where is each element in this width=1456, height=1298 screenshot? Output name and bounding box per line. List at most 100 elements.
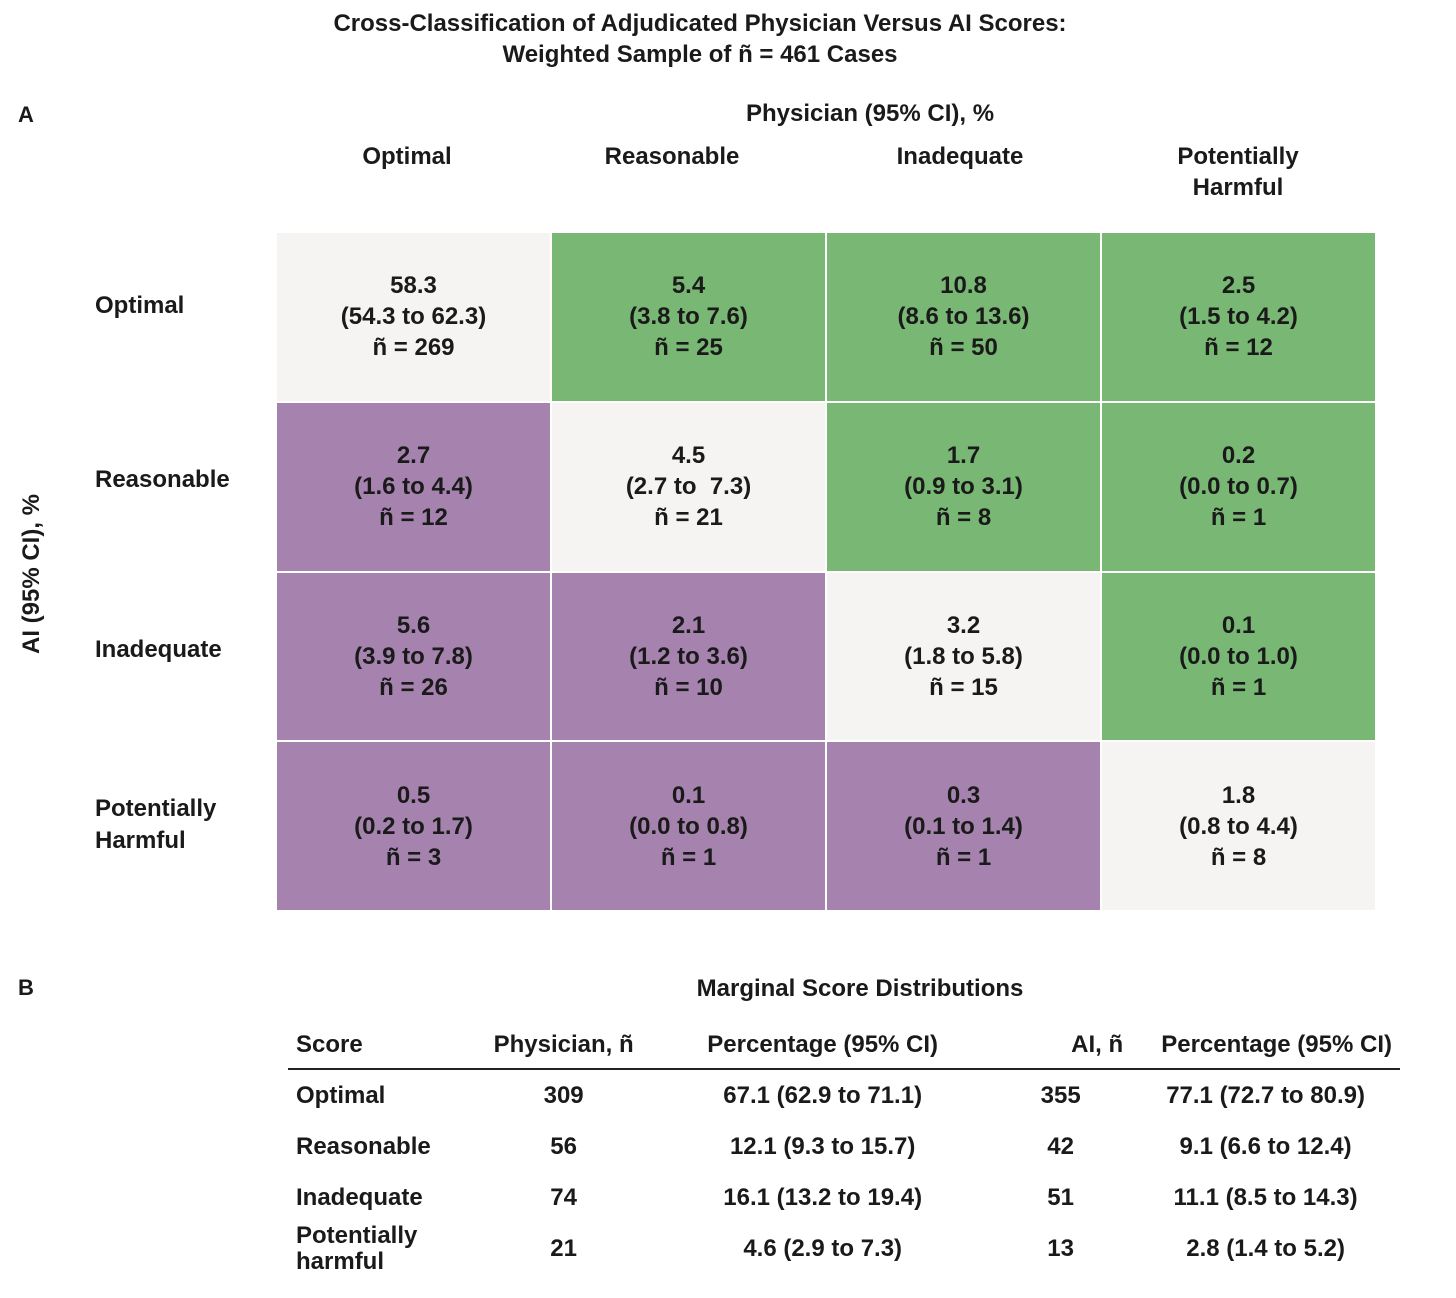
cell-n-label: ñ = 1 (1210, 504, 1267, 532)
row-ai-n: 51 (1047, 1183, 1074, 1211)
heatmap-cell: 0.5 (0.2 to 1.7) ñ = 3 (277, 742, 552, 912)
heatmap-cell: 1.8 (0.8 to 4.4) ñ = 8 (1102, 742, 1377, 912)
cell-pct-label: 0.5 (396, 781, 431, 809)
row-score: Inadequate (296, 1183, 423, 1211)
x-axis-title: Physician (95% CI), % (745, 100, 995, 127)
panel-b-letter: B (18, 975, 34, 1000)
marginal-table-title: Marginal Score Distributions (696, 975, 1024, 1002)
cell-pct-label: 5.4 (671, 272, 706, 300)
cell-pct-label: 3.2 (946, 611, 981, 639)
row-ai-pct: 2.8 (1.4 to 5.2) (1186, 1235, 1345, 1262)
heatmap-cell: 2.5 (1.5 to 4.2) ñ = 12 (1102, 233, 1377, 403)
row-ai-n: 13 (1047, 1235, 1074, 1262)
y-axis-title: AI (95% CI), % (18, 493, 45, 655)
figure-title-line2: Weighted Sample of ñ = 461 Cases (502, 41, 898, 68)
row-physician-n: 56 (550, 1132, 577, 1160)
cell-n-label: ñ = 21 (654, 504, 723, 532)
row-ai-n: 42 (1047, 1132, 1074, 1160)
cell-ci-label: (0.0 to 1.0) (1179, 642, 1298, 670)
col-header-optimal: Optimal (362, 143, 452, 170)
cell-ci-label: (2.7 to 7.3) (625, 473, 752, 501)
header-physician-pct: Percentage (95% CI) (655, 1022, 991, 1070)
panel-a-letter: A (18, 102, 34, 127)
figure-title-line1: Cross-Classification of Adjudicated Phys… (333, 10, 1067, 37)
cell-ci-label: (1.6 to 4.4) (354, 473, 473, 501)
cell-n-label: ñ = 15 (929, 673, 998, 701)
cell-pct-label: 2.5 (1221, 272, 1256, 300)
table-row: Potentially harmful 21 4.6 (2.9 to 7.3) … (288, 1223, 1400, 1275)
row-ai-n: 355 (1040, 1081, 1081, 1109)
cell-ci-label: (0.0 to 0.7) (1179, 473, 1298, 501)
header-ai-n: AI, ñ (990, 1022, 1132, 1070)
row-header-inadequate: Inadequate (95, 636, 222, 663)
cell-pct-label: 0.1 (671, 781, 706, 809)
cell-n-label: ñ = 10 (654, 673, 723, 701)
cell-pct-label: 0.2 (1221, 442, 1256, 470)
cell-n-label: ñ = 1 (1210, 673, 1267, 701)
col-header-potentially-harmful: Potentially Harmful (1177, 143, 1299, 201)
cell-ci-label: (8.6 to 13.6) (897, 303, 1030, 331)
cell-ci-label: (0.8 to 4.4) (1179, 812, 1298, 840)
row-header-reasonable: Reasonable (95, 466, 230, 493)
table-row: Inadequate 74 16.1 (13.2 to 19.4) 51 11.… (288, 1172, 1400, 1223)
cell-pct-label: 2.1 (671, 611, 706, 639)
row-ai-pct: 9.1 (6.6 to 12.4) (1179, 1132, 1352, 1160)
cell-n-label: ñ = 26 (379, 673, 448, 701)
marginal-distribution-table: Score Physician, ñ Percentage (95% CI) A… (288, 1022, 1400, 1275)
cell-ci-label: (1.8 to 5.8) (904, 642, 1023, 670)
cell-pct-label: 4.5 (671, 442, 706, 470)
cell-ci-label: (3.9 to 7.8) (354, 642, 473, 670)
cell-ci-label: (54.3 to 62.3) (340, 303, 487, 331)
row-score: Potentially harmful (296, 1222, 418, 1275)
cell-pct-label: 0.3 (946, 781, 981, 809)
header-score: Score (288, 1022, 473, 1070)
cell-ci-label: (0.9 to 3.1) (904, 473, 1023, 501)
heatmap-cell: 0.3 (0.1 to 1.4) ñ = 1 (827, 742, 1102, 912)
cell-n-label: ñ = 8 (935, 504, 992, 532)
heatmap-cell: 5.4 (3.8 to 7.6) ñ = 25 (552, 233, 827, 403)
cell-n-label: ñ = 1 (935, 843, 992, 871)
cell-n-label: ñ = 25 (654, 334, 723, 362)
header-ai-pct: Percentage (95% CI) (1131, 1022, 1400, 1070)
cell-pct-label: 1.8 (1221, 781, 1256, 809)
row-ai-pct: 77.1 (72.7 to 80.9) (1166, 1081, 1365, 1109)
row-ai-pct: 11.1 (8.5 to 14.3) (1173, 1183, 1358, 1211)
heatmap-cell: 0.1 (0.0 to 0.8) ñ = 1 (552, 742, 827, 912)
row-physician-pct: 67.1 (62.9 to 71.1) (723, 1081, 923, 1109)
cell-pct-label: 0.1 (1221, 611, 1256, 639)
cell-n-label: ñ = 3 (385, 843, 442, 871)
header-physician-n: Physician, ñ (472, 1022, 656, 1070)
row-physician-n: 21 (550, 1235, 577, 1262)
table-row: Reasonable 56 12.1 (9.3 to 15.7) 42 9.1 … (288, 1121, 1400, 1172)
cell-pct-label: 10.8 (940, 272, 987, 300)
heatmap-cell: 10.8 (8.6 to 13.6) ñ = 50 (827, 233, 1102, 403)
heatmap-cell: 1.7 (0.9 to 3.1) ñ = 8 (827, 402, 1102, 573)
row-score: Optimal (296, 1081, 386, 1109)
cell-pct-label: 2.7 (396, 442, 431, 470)
row-physician-n: 74 (550, 1183, 577, 1211)
heatmap-cell: 0.2 (0.0 to 0.7) ñ = 1 (1102, 402, 1377, 573)
col-header-reasonable: Reasonable (604, 143, 740, 170)
cell-n-label: ñ = 269 (372, 334, 455, 362)
heatmap-cell: 58.3 (54.3 to 62.3) ñ = 269 (277, 233, 552, 403)
heatmap-cell: 2.1 (1.2 to 3.6) ñ = 10 (552, 572, 827, 743)
heatmap-cell: 3.2 (1.8 to 5.8) ñ = 15 (827, 572, 1102, 743)
cell-n-label: ñ = 12 (1204, 334, 1273, 362)
row-header-potentially-harmful: Potentially Harmful (95, 795, 217, 854)
cell-ci-label: (0.2 to 1.7) (354, 812, 473, 840)
col-header-inadequate: Inadequate (896, 143, 1024, 170)
cell-ci-label: (1.2 to 3.6) (629, 642, 748, 670)
heatmap-cell: 5.6 (3.9 to 7.8) ñ = 26 (277, 572, 552, 743)
figure-title: Cross-Classification of Adjudicated Phys… (0, 8, 1400, 70)
cross-classification-heatmap: 58.3 (54.3 to 62.3) ñ = 269 5.4 (3.8 to 7.6)… (277, 233, 1377, 912)
cell-ci-label: (0.0 to 0.8) (629, 812, 748, 840)
table-row: Optimal 309 67.1 (62.9 to 71.1) 355 77.1… (288, 1069, 1400, 1121)
cell-n-label: ñ = 1 (660, 843, 717, 871)
table-header-row: Score Physician, ñ Percentage (95% CI) A… (288, 1022, 1400, 1070)
cell-n-label: ñ = 12 (379, 504, 448, 532)
row-score: Reasonable (296, 1132, 431, 1160)
cell-n-label: ñ = 50 (929, 334, 998, 362)
cell-pct-label: 5.6 (396, 611, 431, 639)
cell-pct-label: 58.3 (390, 272, 437, 300)
heatmap-cell: 4.5 (2.7 to 7.3) ñ = 21 (552, 402, 827, 573)
